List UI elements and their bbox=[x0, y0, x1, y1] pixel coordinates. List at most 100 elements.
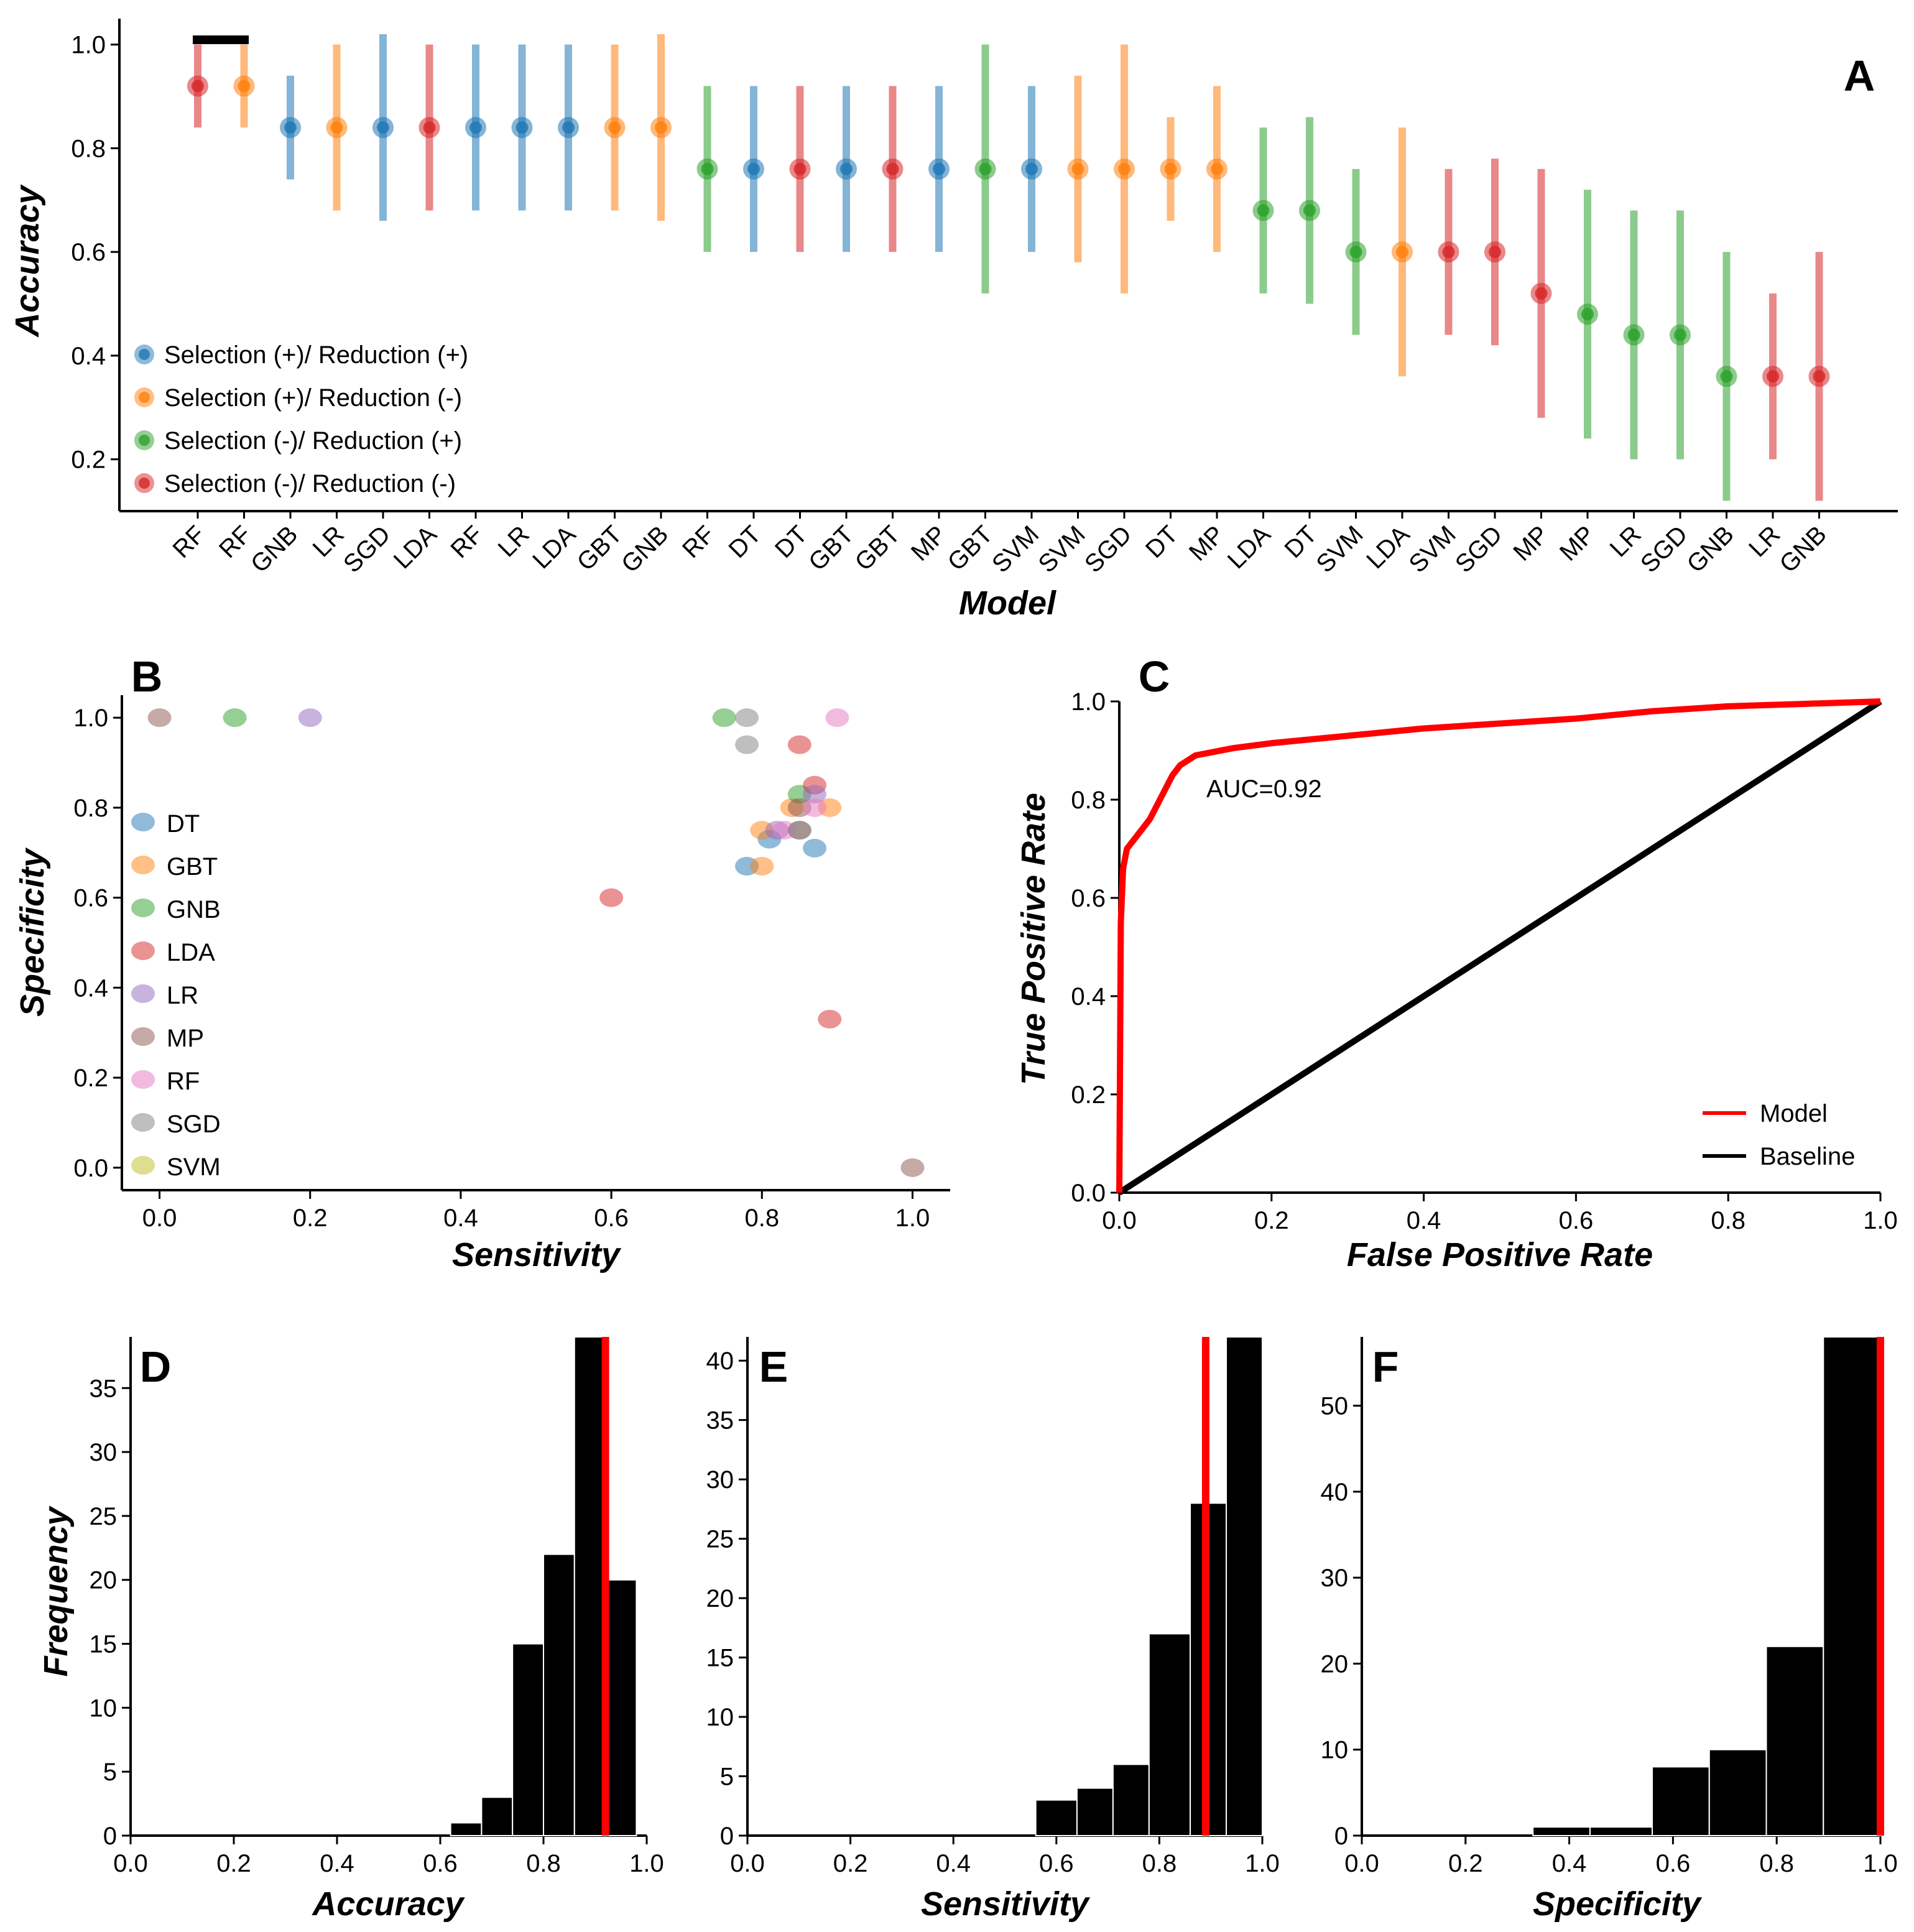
panel-b-x-title: Sensitivity bbox=[452, 1236, 622, 1273]
panel-b-point bbox=[900, 1158, 925, 1177]
panel-d-histogram-bar bbox=[604, 1579, 637, 1837]
panel-b-legend-label: GNB bbox=[167, 896, 221, 923]
panel-f-histogram-bar bbox=[1532, 1826, 1591, 1836]
panel-c-y-tick-label: 0.0 bbox=[1071, 1180, 1106, 1207]
panel-e-y-tick-label: 15 bbox=[706, 1645, 734, 1672]
panel-a-point bbox=[701, 162, 714, 175]
panel-a-point bbox=[377, 121, 389, 134]
panel-a-legend-label: Selection (+)/ Reduction (-) bbox=[164, 384, 462, 412]
panel-b-legend-marker bbox=[131, 813, 155, 831]
panel-d-x-tick-label: 0.0 bbox=[113, 1850, 148, 1877]
panel-a-x-tick-label: LDA bbox=[1361, 520, 1415, 574]
panel-a-x-title: Model bbox=[959, 585, 1056, 622]
panel-a-x-tick-label: GBT bbox=[803, 520, 859, 576]
panel-a-point bbox=[1720, 370, 1733, 383]
panel-a-point bbox=[979, 162, 992, 175]
panel-a-point bbox=[562, 121, 575, 134]
panel-a-x-tick-label: SVM bbox=[1311, 520, 1368, 578]
panel-a-point bbox=[933, 162, 945, 175]
panel-a-y-title: Accuracy bbox=[9, 183, 46, 338]
panel-a-point bbox=[330, 121, 343, 134]
panel-d-x-tick-label: 0.2 bbox=[216, 1850, 251, 1877]
panel-b-x-tick-label: 0.0 bbox=[142, 1204, 177, 1232]
panel-a-point bbox=[1257, 204, 1270, 217]
panel-b-x-tick-label: 0.8 bbox=[744, 1204, 779, 1232]
panel-e-x-tick-label: 0.6 bbox=[1039, 1850, 1074, 1877]
panel-a-x-tick-label: SGD bbox=[1635, 520, 1693, 578]
panel-a-point bbox=[1767, 370, 1779, 383]
panel-d-histogram-bar bbox=[512, 1643, 545, 1837]
panel-a-x-tick-label: GNB bbox=[1774, 520, 1831, 578]
panel-c-baseline-line bbox=[1117, 698, 1882, 1196]
panel-b-point bbox=[787, 735, 811, 754]
panel-f-x-tick-label: 0.2 bbox=[1448, 1850, 1483, 1877]
panel-e-x-tick-label: 0.0 bbox=[730, 1850, 765, 1877]
panel-b-legend-marker bbox=[131, 941, 155, 960]
panel-b-point bbox=[818, 1010, 842, 1029]
panel-c-x-tick-label: 0.4 bbox=[1407, 1207, 1441, 1234]
panel-d-histogram-bar bbox=[450, 1822, 483, 1836]
panel-a-x-tick-label: RF bbox=[168, 520, 211, 563]
panel-a-x-tick-label: LDA bbox=[1223, 520, 1276, 574]
panel-a-x-tick-label: LDA bbox=[389, 520, 442, 574]
panel-b-letter: B bbox=[131, 652, 163, 701]
panel-b-x-tick-label: 1.0 bbox=[895, 1204, 930, 1232]
panel-a-x-tick-label: DT bbox=[1140, 520, 1183, 563]
panel-b-legend-marker bbox=[131, 1156, 155, 1175]
panel-f-x-title: Specificity bbox=[1533, 1885, 1703, 1923]
panel-a-point bbox=[192, 80, 204, 93]
panel-c-legend-label: Model bbox=[1760, 1100, 1828, 1127]
panel-a-point bbox=[1813, 370, 1826, 383]
panel-b-point bbox=[223, 708, 247, 728]
panel-c-y-tick-label: 0.4 bbox=[1071, 983, 1106, 1010]
panel-c-model-line bbox=[1116, 698, 1881, 1193]
panel-b-point bbox=[712, 708, 736, 728]
panel-b-y-title: Specificity bbox=[14, 847, 51, 1017]
panel-c-x-title: False Positive Rate bbox=[1347, 1236, 1653, 1273]
panel-a-x-tick-label: SGD bbox=[1450, 520, 1507, 578]
panel-b-y-tick-label: 0.8 bbox=[73, 795, 108, 822]
panel-a-x-tick-label: SGD bbox=[1080, 520, 1137, 578]
panel-b-legend-marker bbox=[131, 984, 155, 1003]
panel-b-point bbox=[787, 821, 811, 840]
panel-d-y-tick-label: 15 bbox=[90, 1631, 118, 1658]
panel-a-y-tick-label: 0.2 bbox=[71, 446, 106, 474]
panel-b-point bbox=[599, 888, 624, 907]
panel-a-point bbox=[469, 121, 482, 134]
panel-b-legend-label: LR bbox=[167, 982, 198, 1009]
panel-f-y-tick-label: 0 bbox=[1334, 1823, 1348, 1850]
panel-a-point bbox=[1164, 162, 1177, 175]
panel-f-x-tick-label: 0.0 bbox=[1344, 1850, 1379, 1877]
panel-e-x-tick-label: 0.4 bbox=[936, 1850, 971, 1877]
panel-b-y-tick-label: 0.0 bbox=[73, 1155, 108, 1182]
panel-a-x-tick-label: RF bbox=[446, 520, 489, 563]
panel-a-point bbox=[747, 162, 760, 175]
panel-e-y-tick-label: 0 bbox=[720, 1823, 734, 1850]
panel-e-histogram-bar bbox=[1226, 1336, 1264, 1836]
panel-b-legend-marker bbox=[131, 1070, 155, 1089]
panel-a-point bbox=[515, 121, 529, 134]
panel-f-histogram-bar bbox=[1765, 1645, 1824, 1837]
panel-d-y-tick-label: 35 bbox=[90, 1375, 118, 1402]
panel-a-x-tick-label: MP bbox=[1555, 520, 1601, 566]
panel-e-y-tick-label: 40 bbox=[706, 1347, 734, 1375]
panel-d-histogram-bar bbox=[481, 1796, 514, 1836]
panel-a-point bbox=[1025, 162, 1038, 175]
panel-e-x-tick-label: 1.0 bbox=[1245, 1850, 1280, 1877]
panel-b-legend-marker bbox=[131, 1027, 155, 1046]
panel-d-y-tick-label: 25 bbox=[90, 1503, 118, 1530]
panel-a-x-tick-label: GNB bbox=[246, 520, 303, 578]
panel-b-point bbox=[147, 708, 172, 728]
panel-a-x-tick-label: RF bbox=[677, 520, 720, 563]
panel-f-y-tick-label: 40 bbox=[1321, 1479, 1349, 1506]
panel-c-legend-label: Baseline bbox=[1760, 1143, 1855, 1170]
panel-b-point bbox=[803, 839, 827, 858]
panel-a-legend-label: Selection (-)/ Reduction (-) bbox=[164, 470, 456, 497]
panel-c-y-tick-label: 0.2 bbox=[1071, 1081, 1106, 1109]
panel-b-legend-label: GBT bbox=[167, 853, 218, 880]
panel-c-x-tick-label: 0.0 bbox=[1102, 1207, 1137, 1234]
panel-e-y-tick-label: 35 bbox=[706, 1407, 734, 1435]
panel-b-x-tick-label: 0.4 bbox=[443, 1204, 478, 1232]
panel-d-y-title: Frequency bbox=[37, 1505, 75, 1676]
panel-d-y-tick-label: 10 bbox=[90, 1694, 118, 1722]
